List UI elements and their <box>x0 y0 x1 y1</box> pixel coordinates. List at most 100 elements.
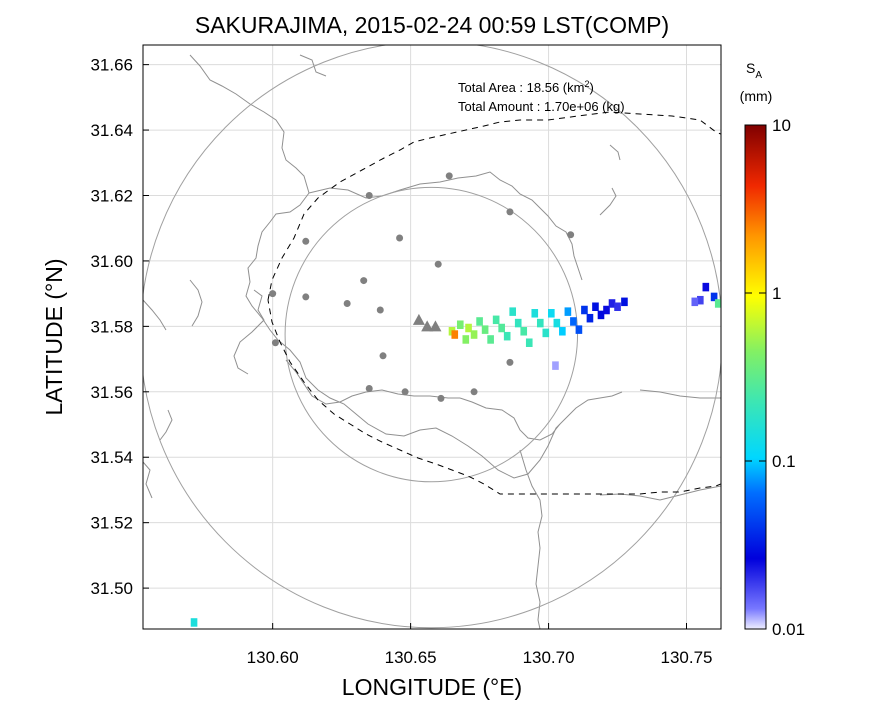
coast-segment <box>459 397 561 441</box>
coast-segment <box>233 289 265 375</box>
ash-cell <box>487 335 494 344</box>
ash-cell <box>481 325 489 334</box>
ash-cell <box>597 310 605 320</box>
y-tick-label: 31.52 <box>90 514 133 533</box>
ash-cell <box>509 307 517 316</box>
ash-cell <box>614 302 621 311</box>
ash-cell <box>714 299 721 308</box>
colorbar-gradient <box>744 124 767 630</box>
range-rings <box>143 45 721 629</box>
ash-cell <box>553 318 561 328</box>
ash-cell <box>536 318 544 328</box>
coast-segment <box>159 409 173 441</box>
ash-cell <box>190 618 198 627</box>
x-tick-label: 130.70 <box>523 648 575 667</box>
colorbar-title-sub: A <box>755 70 762 81</box>
coast-segment <box>609 144 621 161</box>
station-marker <box>396 234 404 242</box>
x-tick-label: 130.65 <box>385 648 437 667</box>
y-tick-label: 31.56 <box>90 383 133 402</box>
totals-annotation: Total Area : 18.56 (km2) Total Amount : … <box>458 79 625 114</box>
station-marker <box>302 293 310 301</box>
ash-cell <box>564 307 572 316</box>
station-marker <box>271 339 279 347</box>
ash-cell <box>476 317 483 326</box>
observation-boundary <box>267 111 721 495</box>
vent-marker <box>412 313 425 325</box>
coast-segment <box>245 192 623 479</box>
range-ring <box>284 186 579 483</box>
coast-segment <box>299 54 327 77</box>
ash-cell <box>514 318 522 328</box>
x-axis: 130.60 130.65 130.70 130.75 <box>247 623 713 667</box>
y-tick-label: 31.66 <box>90 56 133 75</box>
y-tick-label: 31.58 <box>90 317 133 336</box>
ash-cell <box>520 327 528 336</box>
colorbar: SA (mm) 10 1 0.1 0.01 <box>740 60 805 639</box>
station-marker <box>434 260 442 268</box>
ash-cell <box>470 330 478 339</box>
ash-cell <box>702 282 710 292</box>
colorbar-title-main: S <box>746 60 755 76</box>
ash-cell <box>710 292 718 302</box>
station-marker <box>567 231 575 239</box>
ash-cell <box>456 320 464 329</box>
colorbar-tick-label: 0.01 <box>772 620 805 639</box>
ash-cell <box>542 328 550 338</box>
coast-segment <box>599 485 721 501</box>
coast-segment <box>143 299 167 331</box>
ash-cell <box>592 302 599 311</box>
coast-segment <box>519 449 543 629</box>
station-marker <box>401 388 409 396</box>
station-marker <box>470 388 478 396</box>
colorbar-tick-label: 0.1 <box>772 452 796 471</box>
total-area-exp: 2 <box>584 79 589 89</box>
ash-cell <box>531 309 539 318</box>
y-tick-label: 31.64 <box>90 121 133 140</box>
ash-cell <box>586 313 594 323</box>
ash-cell <box>570 317 577 326</box>
chart-title: SAKURAJIMA, 2015-02-24 00:59 LST(COMP) <box>195 12 669 38</box>
ash-cells <box>190 282 721 627</box>
total-area-label: Total Area : 18.56 (km <box>458 80 584 95</box>
coast-segment <box>639 389 721 399</box>
vent-marker <box>429 320 442 332</box>
station-marker <box>506 358 514 366</box>
ash-cell <box>503 331 511 341</box>
grid-lines <box>143 45 721 629</box>
total-area-close: ) <box>589 80 593 95</box>
svg-text:Total Area : 18.56 (km2): Total Area : 18.56 (km2) <box>458 79 594 95</box>
y-tick-label: 31.60 <box>90 252 133 271</box>
ash-cell <box>621 297 628 307</box>
plot-frame <box>142 44 722 630</box>
coast-segment <box>189 54 310 194</box>
ash-cell <box>575 325 583 334</box>
colorbar-tick-label: 10 <box>772 116 791 135</box>
station-marker <box>437 394 445 402</box>
station-marker <box>269 290 277 298</box>
y-axis-label: LATITUDE (°N) <box>41 259 67 416</box>
station-marker <box>445 172 453 180</box>
ash-cell <box>525 338 533 347</box>
station-marker <box>379 352 387 360</box>
station-marker <box>506 208 514 216</box>
colorbar-unit: (mm) <box>740 88 773 104</box>
colorbar-tick-label: 1 <box>772 284 781 303</box>
range-ring <box>143 45 721 629</box>
y-axis: 31.50 31.52 31.54 31.56 31.58 31.60 31.62 31.64… <box>90 56 149 598</box>
ash-cell <box>552 361 559 370</box>
ash-cell <box>603 305 610 315</box>
station-marker <box>376 306 384 314</box>
ash-cell <box>548 309 555 318</box>
ash-cell <box>498 323 505 333</box>
y-tick-label: 31.50 <box>90 579 133 598</box>
coast-segment <box>143 461 153 499</box>
x-axis-label: LONGITUDE (°E) <box>342 674 522 700</box>
station-marker <box>302 237 310 245</box>
y-tick-label: 31.62 <box>90 186 133 205</box>
x-tick-label: 130.75 <box>661 648 713 667</box>
coast-segment <box>189 279 203 327</box>
station-marker <box>365 385 373 393</box>
ash-cell <box>462 335 470 344</box>
